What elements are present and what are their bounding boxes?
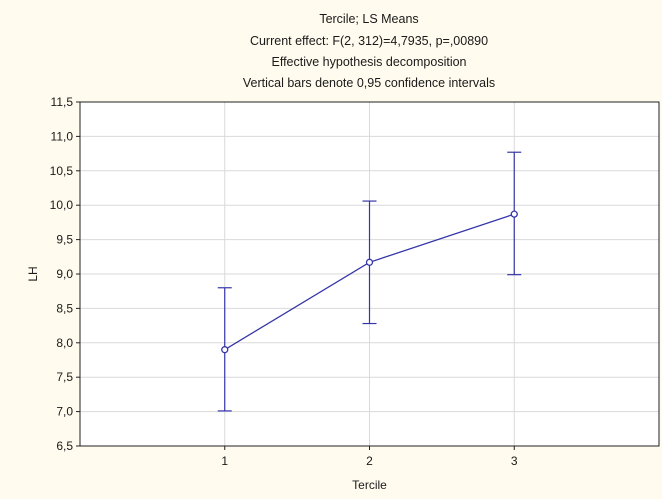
x-tick-label: 3 (511, 454, 518, 468)
x-tick-label: 1 (221, 454, 228, 468)
chart-title-line-1: Tercile; LS Means (319, 12, 418, 26)
y-tick-label: 8,0 (56, 336, 73, 350)
y-tick-label: 7,5 (56, 370, 73, 384)
y-tick-label: 7,0 (56, 405, 73, 419)
y-tick-label: 6,5 (56, 439, 73, 453)
y-tick-label: 9,0 (56, 267, 73, 281)
chart-title-line-4: Vertical bars denote 0,95 confidence int… (243, 76, 495, 90)
y-tick-label: 8,5 (56, 301, 73, 315)
series-layer (217, 151, 522, 412)
y-tick-label: 10,5 (50, 164, 74, 178)
data-point (365, 258, 374, 266)
data-point (221, 346, 229, 354)
chart-title-line-3: Effective hypothesis decomposition (271, 55, 466, 69)
x-tick-label: 2 (366, 454, 373, 468)
axis-ticks: 6,5 7,0 7,5 8,0 8,5 9,0 9,5 10,0 10,5 11,0 11,5 1 2 3 (50, 95, 518, 468)
y-tick-label: 11,0 (51, 129, 74, 143)
y-tick-label: 9,5 (56, 233, 73, 247)
chart-title-line-2: Current effect: F(2, 312)=4,7935, p=,008… (250, 34, 488, 48)
y-axis-label: LH (26, 266, 40, 281)
y-tick-label: 11,5 (51, 95, 74, 109)
data-point (510, 210, 518, 218)
y-tick-label: 10,0 (50, 198, 74, 212)
x-axis-label: Tercile (352, 478, 387, 492)
